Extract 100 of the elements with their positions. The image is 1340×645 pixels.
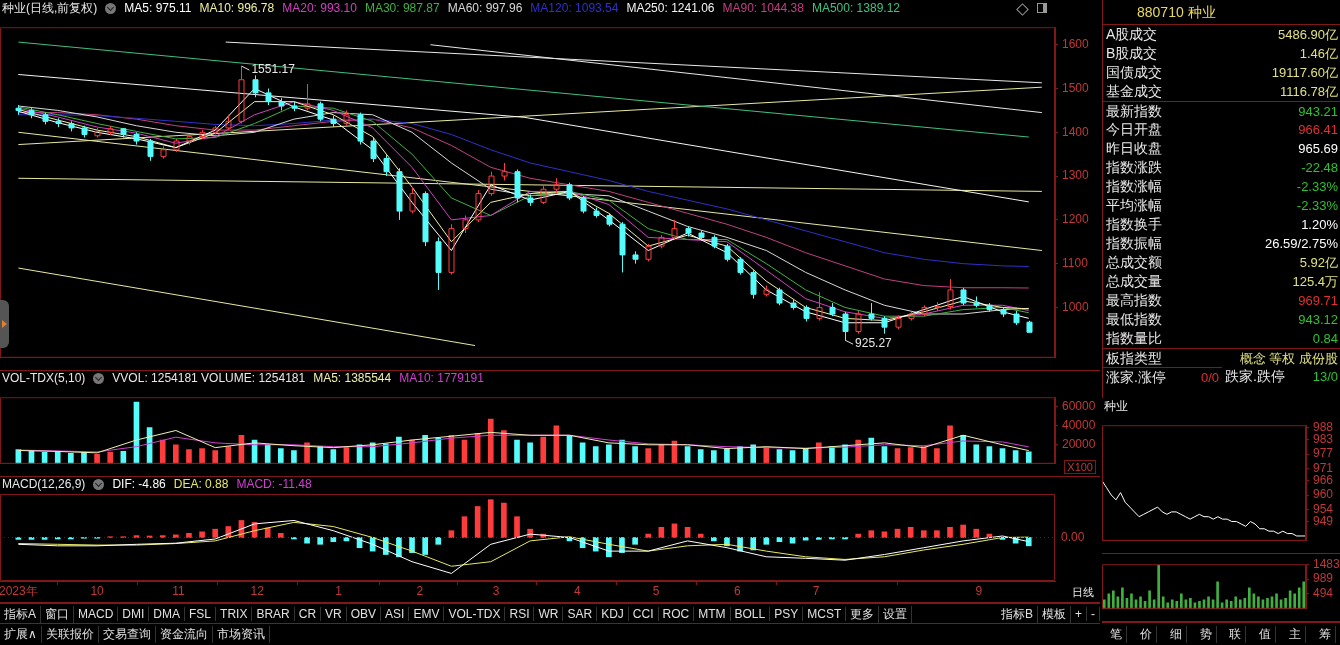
bar (330, 537, 337, 542)
category-label: 平均涨幅 (1106, 196, 1162, 215)
text: MA10: 1779191 (399, 371, 484, 385)
candlestick (330, 115, 337, 128)
bar (330, 449, 337, 464)
category-label: 指数换手 (1106, 215, 1162, 234)
chart-title: VOL-TDX(5,10) (2, 371, 86, 385)
bar (632, 537, 638, 545)
candlestick (908, 311, 915, 322)
category-label: 交易查询 (98, 626, 156, 643)
category-label: - (1087, 607, 1100, 621)
category-label: 势 (1195, 625, 1217, 643)
bar (514, 439, 520, 464)
y-tick-label: 1500 (1062, 80, 1090, 95)
bar (619, 439, 625, 464)
candlestick (396, 167, 403, 221)
y-tick-label: 971 (1313, 460, 1334, 475)
chart-title: 种业(日线,前复权) (2, 0, 98, 17)
bar (789, 537, 796, 544)
bar (94, 453, 100, 464)
bar (947, 526, 953, 538)
bar (54, 451, 61, 464)
candlestick (750, 269, 757, 300)
bar (435, 537, 442, 545)
x-tick-label: 3 (492, 584, 500, 599)
category-label: MCST (803, 607, 847, 621)
candlestick (881, 315, 888, 335)
candlestick (527, 193, 534, 207)
candlestick (580, 195, 587, 214)
text: 943.12 (1298, 312, 1338, 327)
bar (842, 537, 848, 540)
y-tick-label: 1600 (1062, 37, 1090, 52)
bar (422, 537, 428, 555)
bar (81, 452, 87, 464)
category-label: 资金流向 (155, 626, 213, 643)
category-label: 总成交量 (1106, 272, 1162, 291)
chart-title: 种业 (1104, 397, 1128, 415)
text: 0.84 (1312, 331, 1338, 346)
bar (881, 531, 888, 538)
bar (763, 537, 770, 545)
category-label: OBV (346, 607, 382, 621)
bar (934, 530, 940, 538)
ref-line-label: 0.00 (1061, 529, 1085, 544)
text: -2.33% (1296, 179, 1338, 194)
category-label: 设置 (879, 605, 913, 623)
candlestick (186, 133, 193, 146)
text: 0/0 (1200, 370, 1219, 385)
category-label: 最低指数 (1106, 310, 1162, 329)
bar (68, 453, 74, 464)
category-label: 细 (1165, 625, 1187, 643)
candlestick (383, 154, 390, 177)
bar (107, 452, 114, 464)
bar (133, 535, 140, 538)
category-label: 今日开盘 (1106, 120, 1162, 139)
text: 5486.90亿 (1278, 27, 1338, 42)
text: DIF: -4.86 (112, 477, 166, 491)
chart-subtitle: VVOL: 1254181 VOLUME: 1254181 (112, 371, 306, 385)
text: MA250: 1241.06 (626, 1, 715, 15)
candlestick (435, 236, 442, 291)
y-tick-label: 1300 (1062, 168, 1090, 183)
bar (527, 442, 533, 464)
category-label: KDJ (597, 607, 629, 621)
bar (264, 527, 271, 538)
bar (1302, 581, 1306, 609)
candlestick (304, 83, 311, 111)
bar (1130, 593, 1133, 609)
bar (960, 434, 966, 464)
category-label: MTM (694, 607, 731, 621)
bar (1234, 596, 1238, 609)
x-tick-label: 11 (172, 584, 186, 599)
candlestick (842, 311, 849, 341)
candlestick (501, 162, 508, 181)
candlestick (790, 299, 797, 311)
x-tick-label: 12 (250, 584, 265, 599)
candlestick (737, 256, 744, 276)
text: MA120: 1093.54 (530, 1, 619, 15)
category-label: ROC (658, 607, 695, 621)
text: 125.4万 (1292, 274, 1338, 289)
category-label: 关联报价 (41, 626, 99, 643)
candlestick (370, 137, 377, 163)
bar (1266, 597, 1269, 609)
bar (815, 442, 822, 464)
bar (264, 444, 271, 464)
x-tick-label: 6 (734, 584, 742, 599)
bar (1229, 600, 1233, 609)
bar (1025, 451, 1032, 464)
candlestick (868, 302, 875, 322)
y-tick-label: 40000 (1062, 418, 1096, 433)
candlestick (606, 212, 613, 227)
bar (1148, 590, 1151, 609)
category-label: 主 (1284, 625, 1306, 643)
bar (973, 528, 980, 538)
category-label: 联 (1225, 625, 1247, 643)
candlestick (68, 120, 75, 132)
text: 966.41 (1298, 122, 1338, 137)
x-tick-label: 10 (90, 584, 105, 599)
category-label: 更多 (846, 605, 880, 623)
candlestick (934, 301, 941, 312)
text: 13/0 (1312, 369, 1338, 384)
bar (212, 528, 219, 538)
